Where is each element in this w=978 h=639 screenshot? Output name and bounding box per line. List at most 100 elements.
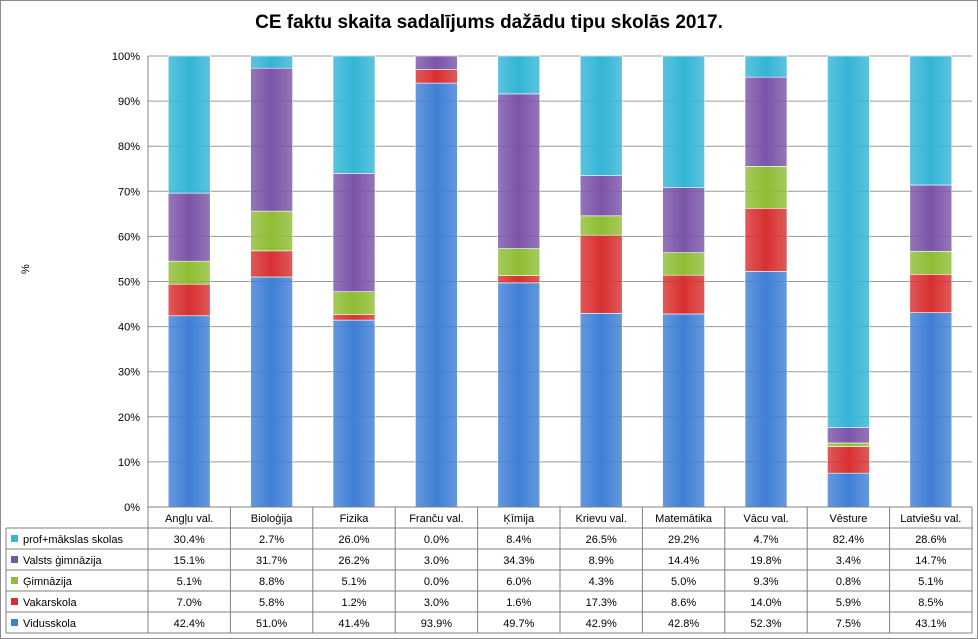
bar-segment [167, 260, 211, 285]
bar-segment [827, 446, 870, 474]
data-label: 8.9% [589, 555, 614, 567]
bar-segment [909, 55, 953, 186]
bar-segment [827, 472, 870, 508]
bar-segment [662, 55, 705, 188]
data-label: 42.8% [668, 618, 699, 630]
x-tick-label: Latviešu val. [900, 513, 961, 525]
y-tick-label: 100% [112, 51, 140, 63]
bar-segment [332, 291, 376, 315]
bar-segment [497, 282, 541, 508]
chart-title: CE faktu skaita sadalījums dažādu tipu s… [255, 12, 723, 33]
data-label: 4.3% [589, 576, 614, 588]
bar-segment [909, 312, 953, 508]
x-tick-label: Matemātika [655, 513, 713, 525]
data-label: 29.2% [668, 534, 699, 546]
x-tick-label: Fizika [340, 513, 370, 525]
bar-segment [744, 271, 788, 508]
legend-key [11, 535, 18, 542]
data-label: 8.4% [506, 534, 531, 546]
bar-segment [744, 207, 788, 272]
x-tick-label: Franču val. [409, 513, 463, 525]
bar-segment [332, 173, 376, 292]
bar-segment [497, 248, 541, 276]
x-tick-label: Bioloģija [251, 512, 293, 525]
data-label: 3.0% [424, 555, 449, 567]
bar-segment [250, 55, 293, 69]
data-label: 4.7% [753, 534, 778, 546]
data-label: 14.7% [915, 555, 946, 567]
data-label: 1.2% [341, 597, 366, 609]
data-label: 5.0% [671, 576, 696, 588]
bar-segment [579, 55, 623, 176]
data-label: 14.4% [668, 555, 699, 567]
bar-segment [167, 55, 211, 194]
legend-key [11, 577, 18, 584]
y-tick-label: 80% [118, 141, 140, 153]
legend-label: Valsts ģimnāzija [23, 554, 103, 567]
y-tick-label: 60% [118, 231, 140, 243]
data-label: 1.6% [506, 597, 531, 609]
bar-segment [250, 210, 293, 252]
bar-segment [332, 314, 376, 321]
data-label: 82.4% [833, 534, 864, 546]
bar-segment [332, 319, 376, 508]
data-label: 3.0% [424, 597, 449, 609]
legend-key [11, 619, 18, 626]
bar-segment [415, 82, 458, 508]
bar-segment [662, 313, 705, 508]
data-label: 34.3% [503, 555, 534, 567]
x-tick-label: Krievu val. [576, 513, 627, 525]
bar-segment [662, 187, 705, 253]
bar-segment [579, 313, 623, 508]
bar-segment [167, 283, 211, 317]
data-label: 8.8% [259, 576, 284, 588]
bar-segment [579, 234, 623, 314]
data-label: 8.5% [918, 597, 943, 609]
legend-label: Vidusskola [23, 618, 77, 630]
y-tick-label: 20% [118, 412, 140, 424]
data-label: 30.4% [174, 534, 205, 546]
data-label: 9.3% [753, 576, 778, 588]
bar-segment [415, 55, 458, 70]
bar-segment [250, 276, 293, 508]
legend-label: prof+mākslas skolas [23, 534, 123, 546]
bar-segment [827, 55, 870, 428]
data-label: 5.8% [259, 597, 284, 609]
x-tick-label: Vēsture [829, 513, 867, 525]
bar-segment [497, 55, 541, 95]
bar-segment [579, 215, 623, 236]
data-label: 5.9% [836, 597, 861, 609]
data-label: 31.7% [256, 555, 287, 567]
data-label: 26.0% [338, 534, 369, 546]
legend-key [11, 598, 18, 605]
data-label: 5.1% [341, 576, 366, 588]
data-label: 15.1% [174, 555, 205, 567]
x-tick-label: Vācu val. [743, 513, 788, 525]
y-tick-label: 90% [118, 96, 140, 108]
data-label: 43.1% [915, 618, 946, 630]
data-label: 0.8% [836, 576, 861, 588]
bar-segment [909, 273, 953, 313]
data-label: 26.2% [338, 555, 369, 567]
data-label: 26.5% [586, 534, 617, 546]
bar-segment [497, 275, 541, 284]
bar-segment [167, 192, 211, 262]
data-label: 3.4% [836, 555, 861, 567]
data-label: 52.3% [750, 618, 781, 630]
bar-segment [909, 184, 953, 252]
legend-label: Vakarskola [23, 597, 77, 609]
legend-label: Ģimnāzija [23, 576, 73, 588]
bar-segment [744, 55, 788, 78]
bar-segment [827, 442, 870, 447]
bar-segment [497, 93, 541, 249]
x-tick-label: Angļu val. [165, 513, 213, 525]
data-label: 6.0% [506, 576, 531, 588]
y-tick-label: 10% [118, 457, 140, 469]
data-label: 19.8% [750, 555, 781, 567]
legend-key [11, 556, 18, 563]
data-label: 0.0% [424, 576, 449, 588]
data-label: 7.0% [177, 597, 202, 609]
data-label: 93.9% [421, 618, 452, 630]
